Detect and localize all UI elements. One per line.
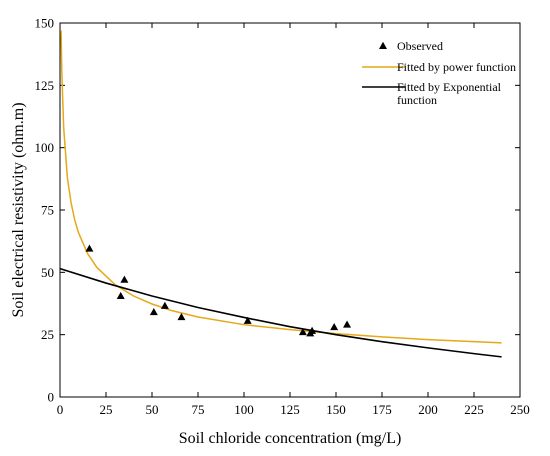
legend-label-0: Observed [397,39,443,53]
axis-ticks: 0 25 50 75 100 125 150 175 200 225 250 0 25 50 75 100 12… [35,16,530,418]
observed-point [120,275,129,283]
observed-point [330,322,339,331]
x-axis-title: Soil chloride concentration (mg/L) [179,430,402,447]
series-line-2 [59,267,502,358]
y-tick-label: 75 [41,203,54,218]
series-line-1 [60,30,502,344]
observed-point [243,316,252,324]
legend-label-1: Fitted by power function [397,60,516,74]
legend-label-2: Fitted by Exponential function [397,80,502,107]
x-tick-label: 225 [464,402,484,417]
x-tick-label: 75 [192,402,205,417]
x-tick-label: 100 [234,402,254,417]
legend: Observed Fitted by power function Fitted b… [362,39,516,107]
observed-point [298,327,307,336]
y-tick-label: 50 [41,265,54,280]
y-tick-label: 125 [35,78,55,93]
y-tick-label: 0 [48,390,55,405]
y-tick-label: 25 [41,327,54,342]
y-axis-title: Soil electrical resistivity (ohm.m) [10,102,27,317]
fit-lines [59,30,502,358]
x-tick-label: 50 [146,402,159,417]
observed-points [85,244,352,337]
x-tick-label: 175 [372,402,392,417]
observed-point [116,291,125,299]
observed-point [308,326,317,334]
observed-point [343,320,352,328]
observed-point [177,313,186,321]
x-tick-label: 25 [100,402,113,417]
observed-point [85,244,94,252]
observed-point [149,308,158,316]
x-tick-label: 0 [57,402,64,417]
x-tick-label: 250 [510,402,530,417]
x-tick-label: 125 [280,402,300,417]
y-tick-label: 150 [35,16,55,31]
x-tick-label: 150 [326,402,346,417]
legend-marker-observed [379,41,387,49]
y-tick-label: 100 [35,140,55,155]
x-tick-label: 200 [418,402,438,417]
observed-point [160,301,169,309]
